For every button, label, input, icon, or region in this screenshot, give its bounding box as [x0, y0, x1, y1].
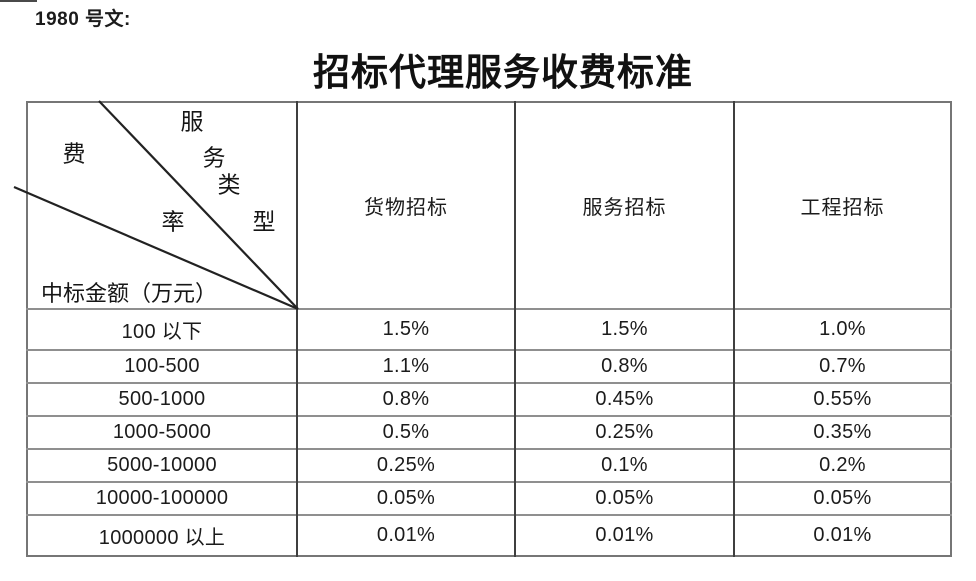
row-label: 100-500	[27, 348, 297, 383]
cell-value: 0.35%	[733, 414, 951, 449]
cell-value: 1.1%	[296, 348, 515, 383]
cell-value: 1.5%	[296, 308, 515, 350]
column-header-engineering: 工程招标	[733, 102, 951, 309]
cell-value: 0.8%	[296, 381, 515, 416]
table-row: 1000000 以上 0.01% 0.01% 0.01%	[27, 514, 951, 556]
service-type-char: 型	[252, 209, 276, 235]
table-row: 1000-5000 0.5% 0.25% 0.35%	[27, 414, 951, 449]
amount-axis-label: 中标金额（万元）	[41, 281, 218, 306]
table-row: 100-500 1.1% 0.8% 0.7%	[27, 348, 951, 383]
cell-value: 0.05%	[514, 480, 734, 516]
fee-rate-char: 率	[161, 209, 185, 235]
row-label: 100 以下	[27, 308, 297, 350]
cell-value: 0.25%	[514, 414, 734, 449]
fee-standard-table: 服 务 类 型 费 率 中标金额（万元） 货物招标 服务招标 工程招标 100 …	[26, 101, 952, 557]
document-reference: 1980 号文:	[35, 9, 131, 30]
cell-value: 0.45%	[514, 381, 734, 416]
service-type-char: 务	[202, 145, 226, 171]
page-corner-mark	[0, 0, 37, 2]
service-type-char: 服	[180, 109, 204, 135]
cell-value: 0.8%	[514, 348, 734, 383]
cell-value: 0.01%	[733, 514, 951, 556]
fee-rate-char: 费	[62, 141, 86, 167]
table-row: 10000-100000 0.05% 0.05% 0.05%	[27, 480, 951, 516]
cell-value: 0.01%	[296, 514, 515, 556]
cell-value: 0.25%	[296, 447, 515, 482]
row-label: 1000000 以上	[27, 514, 297, 556]
table-row: 500-1000 0.8% 0.45% 0.55%	[27, 381, 951, 416]
column-header-service: 服务招标	[514, 102, 734, 309]
cell-value: 0.7%	[733, 348, 951, 383]
cell-value: 1.0%	[733, 308, 951, 350]
diagonal-header-cell: 服 务 类 型 费 率 中标金额（万元）	[27, 102, 297, 309]
column-header-goods: 货物招标	[296, 102, 515, 309]
row-label: 5000-10000	[27, 447, 297, 482]
header-row: 服 务 类 型 费 率 中标金额（万元） 货物招标 服务招标 工程招标	[27, 102, 951, 309]
cell-value: 0.05%	[733, 480, 951, 516]
cell-value: 0.5%	[296, 414, 515, 449]
row-label: 500-1000	[27, 381, 297, 416]
cell-value: 0.05%	[296, 480, 515, 516]
cell-value: 0.55%	[733, 381, 951, 416]
row-label: 1000-5000	[27, 414, 297, 449]
page-title: 招标代理服务收费标准	[313, 53, 693, 94]
cell-value: 0.01%	[514, 514, 734, 556]
cell-value: 0.2%	[733, 447, 951, 482]
table-row: 100 以下 1.5% 1.5% 1.0%	[27, 308, 951, 350]
table-row: 5000-10000 0.25% 0.1% 0.2%	[27, 447, 951, 482]
row-label: 10000-100000	[27, 480, 297, 516]
cell-value: 0.1%	[514, 447, 734, 482]
service-type-char: 类	[217, 172, 241, 198]
cell-value: 1.5%	[514, 308, 734, 350]
